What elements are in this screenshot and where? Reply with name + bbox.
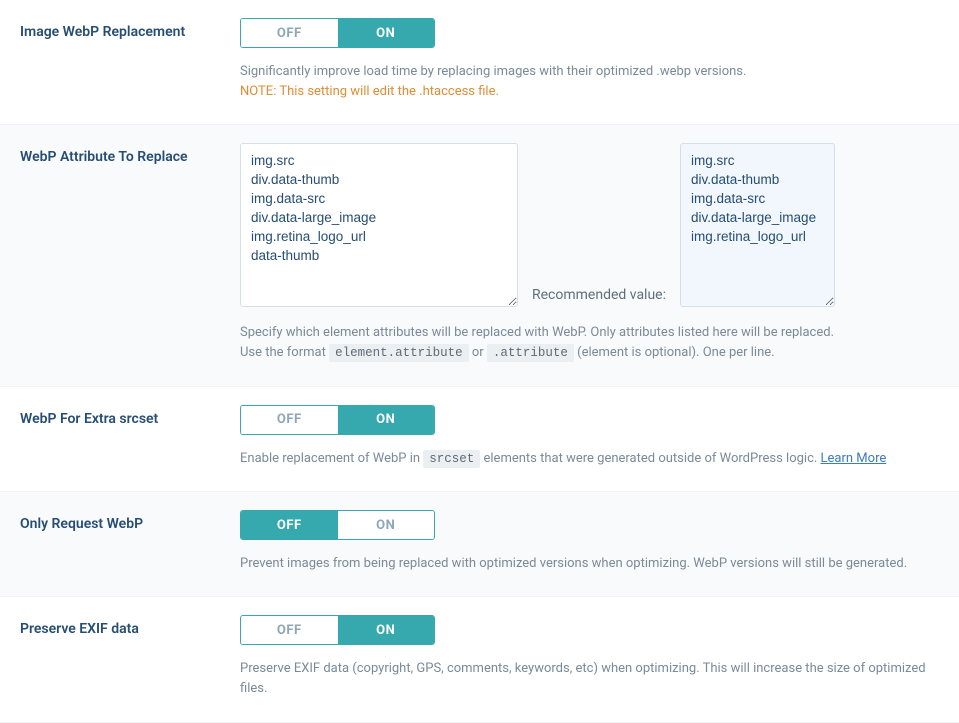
- body-webp-replacement: OFF ON Significantly improve load time b…: [240, 18, 945, 102]
- desc-webp-attr-line2c: (element is optional). One per line.: [574, 345, 775, 360]
- code-element-attribute: element.attribute: [329, 344, 469, 362]
- toggle-webp-srcset: OFF ON: [240, 405, 435, 435]
- code-attribute: .attribute: [487, 344, 574, 362]
- setting-row-preserve-exif: Preserve EXIF data OFF ON Preserve EXIF …: [0, 597, 959, 722]
- toggle-only-request-webp-on[interactable]: ON: [338, 511, 435, 539]
- desc-webp-srcset-a: Enable replacement of WebP in: [240, 451, 423, 466]
- code-srcset: srcset: [423, 450, 480, 468]
- desc-webp-attr-line2b: or: [469, 345, 487, 360]
- textarea-webp-attr-current[interactable]: [240, 143, 518, 307]
- desc-webp-attr: Specify which element attributes will be…: [240, 323, 945, 364]
- desc-webp-attr-line2a: Use the format: [240, 345, 329, 360]
- toggle-only-request-webp-off[interactable]: OFF: [241, 511, 338, 539]
- label-preserve-exif: Preserve EXIF data: [14, 615, 240, 699]
- desc-webp-srcset-b: elements that were generated outside of …: [480, 451, 820, 466]
- note-label: NOTE:: [240, 84, 279, 99]
- link-learn-more[interactable]: Learn More: [821, 451, 887, 466]
- label-webp-attr: WebP Attribute To Replace: [14, 143, 240, 364]
- note-text: This setting will edit the .htaccess fil…: [279, 84, 499, 99]
- desc-webp-replacement: Significantly improve load time by repla…: [240, 62, 945, 102]
- desc-webp-attr-line1: Specify which element attributes will be…: [240, 325, 834, 340]
- desc-webp-srcset: Enable replacement of WebP in srcset ele…: [240, 449, 945, 469]
- toggle-webp-replacement-off[interactable]: OFF: [241, 19, 338, 47]
- setting-row-webp-srcset: WebP For Extra srcset OFF ON Enable repl…: [0, 387, 959, 492]
- body-webp-srcset: OFF ON Enable replacement of WebP in src…: [240, 405, 945, 469]
- toggle-preserve-exif-off[interactable]: OFF: [241, 616, 338, 644]
- desc-preserve-exif: Preserve EXIF data (copyright, GPS, comm…: [240, 659, 945, 699]
- toggle-preserve-exif-on[interactable]: ON: [338, 616, 435, 644]
- toggle-webp-replacement-on[interactable]: ON: [338, 19, 435, 47]
- setting-row-webp-replacement: Image WebP Replacement OFF ON Significan…: [0, 0, 959, 125]
- desc-webp-replacement-text: Significantly improve load time by repla…: [240, 64, 746, 79]
- toggle-webp-srcset-on[interactable]: ON: [338, 406, 435, 434]
- body-webp-attr: Recommended value: Specify which element…: [240, 143, 945, 364]
- toggle-only-request-webp: OFF ON: [240, 510, 435, 540]
- label-webp-replacement: Image WebP Replacement: [14, 18, 240, 102]
- toggle-webp-replacement: OFF ON: [240, 18, 435, 48]
- attr-row: Recommended value:: [240, 143, 945, 307]
- body-only-request-webp: OFF ON Prevent images from being replace…: [240, 510, 945, 574]
- desc-only-request-webp: Prevent images from being replaced with …: [240, 554, 945, 574]
- toggle-preserve-exif: OFF ON: [240, 615, 435, 645]
- label-only-request-webp: Only Request WebP: [14, 510, 240, 574]
- body-preserve-exif: OFF ON Preserve EXIF data (copyright, GP…: [240, 615, 945, 699]
- setting-row-webp-attr: WebP Attribute To Replace Recommended va…: [0, 125, 959, 387]
- toggle-webp-srcset-off[interactable]: OFF: [241, 406, 338, 434]
- label-webp-srcset: WebP For Extra srcset: [14, 405, 240, 469]
- setting-row-only-request-webp: Only Request WebP OFF ON Prevent images …: [0, 492, 959, 597]
- textarea-webp-attr-recommended[interactable]: [680, 143, 835, 307]
- recommended-label: Recommended value:: [532, 287, 666, 307]
